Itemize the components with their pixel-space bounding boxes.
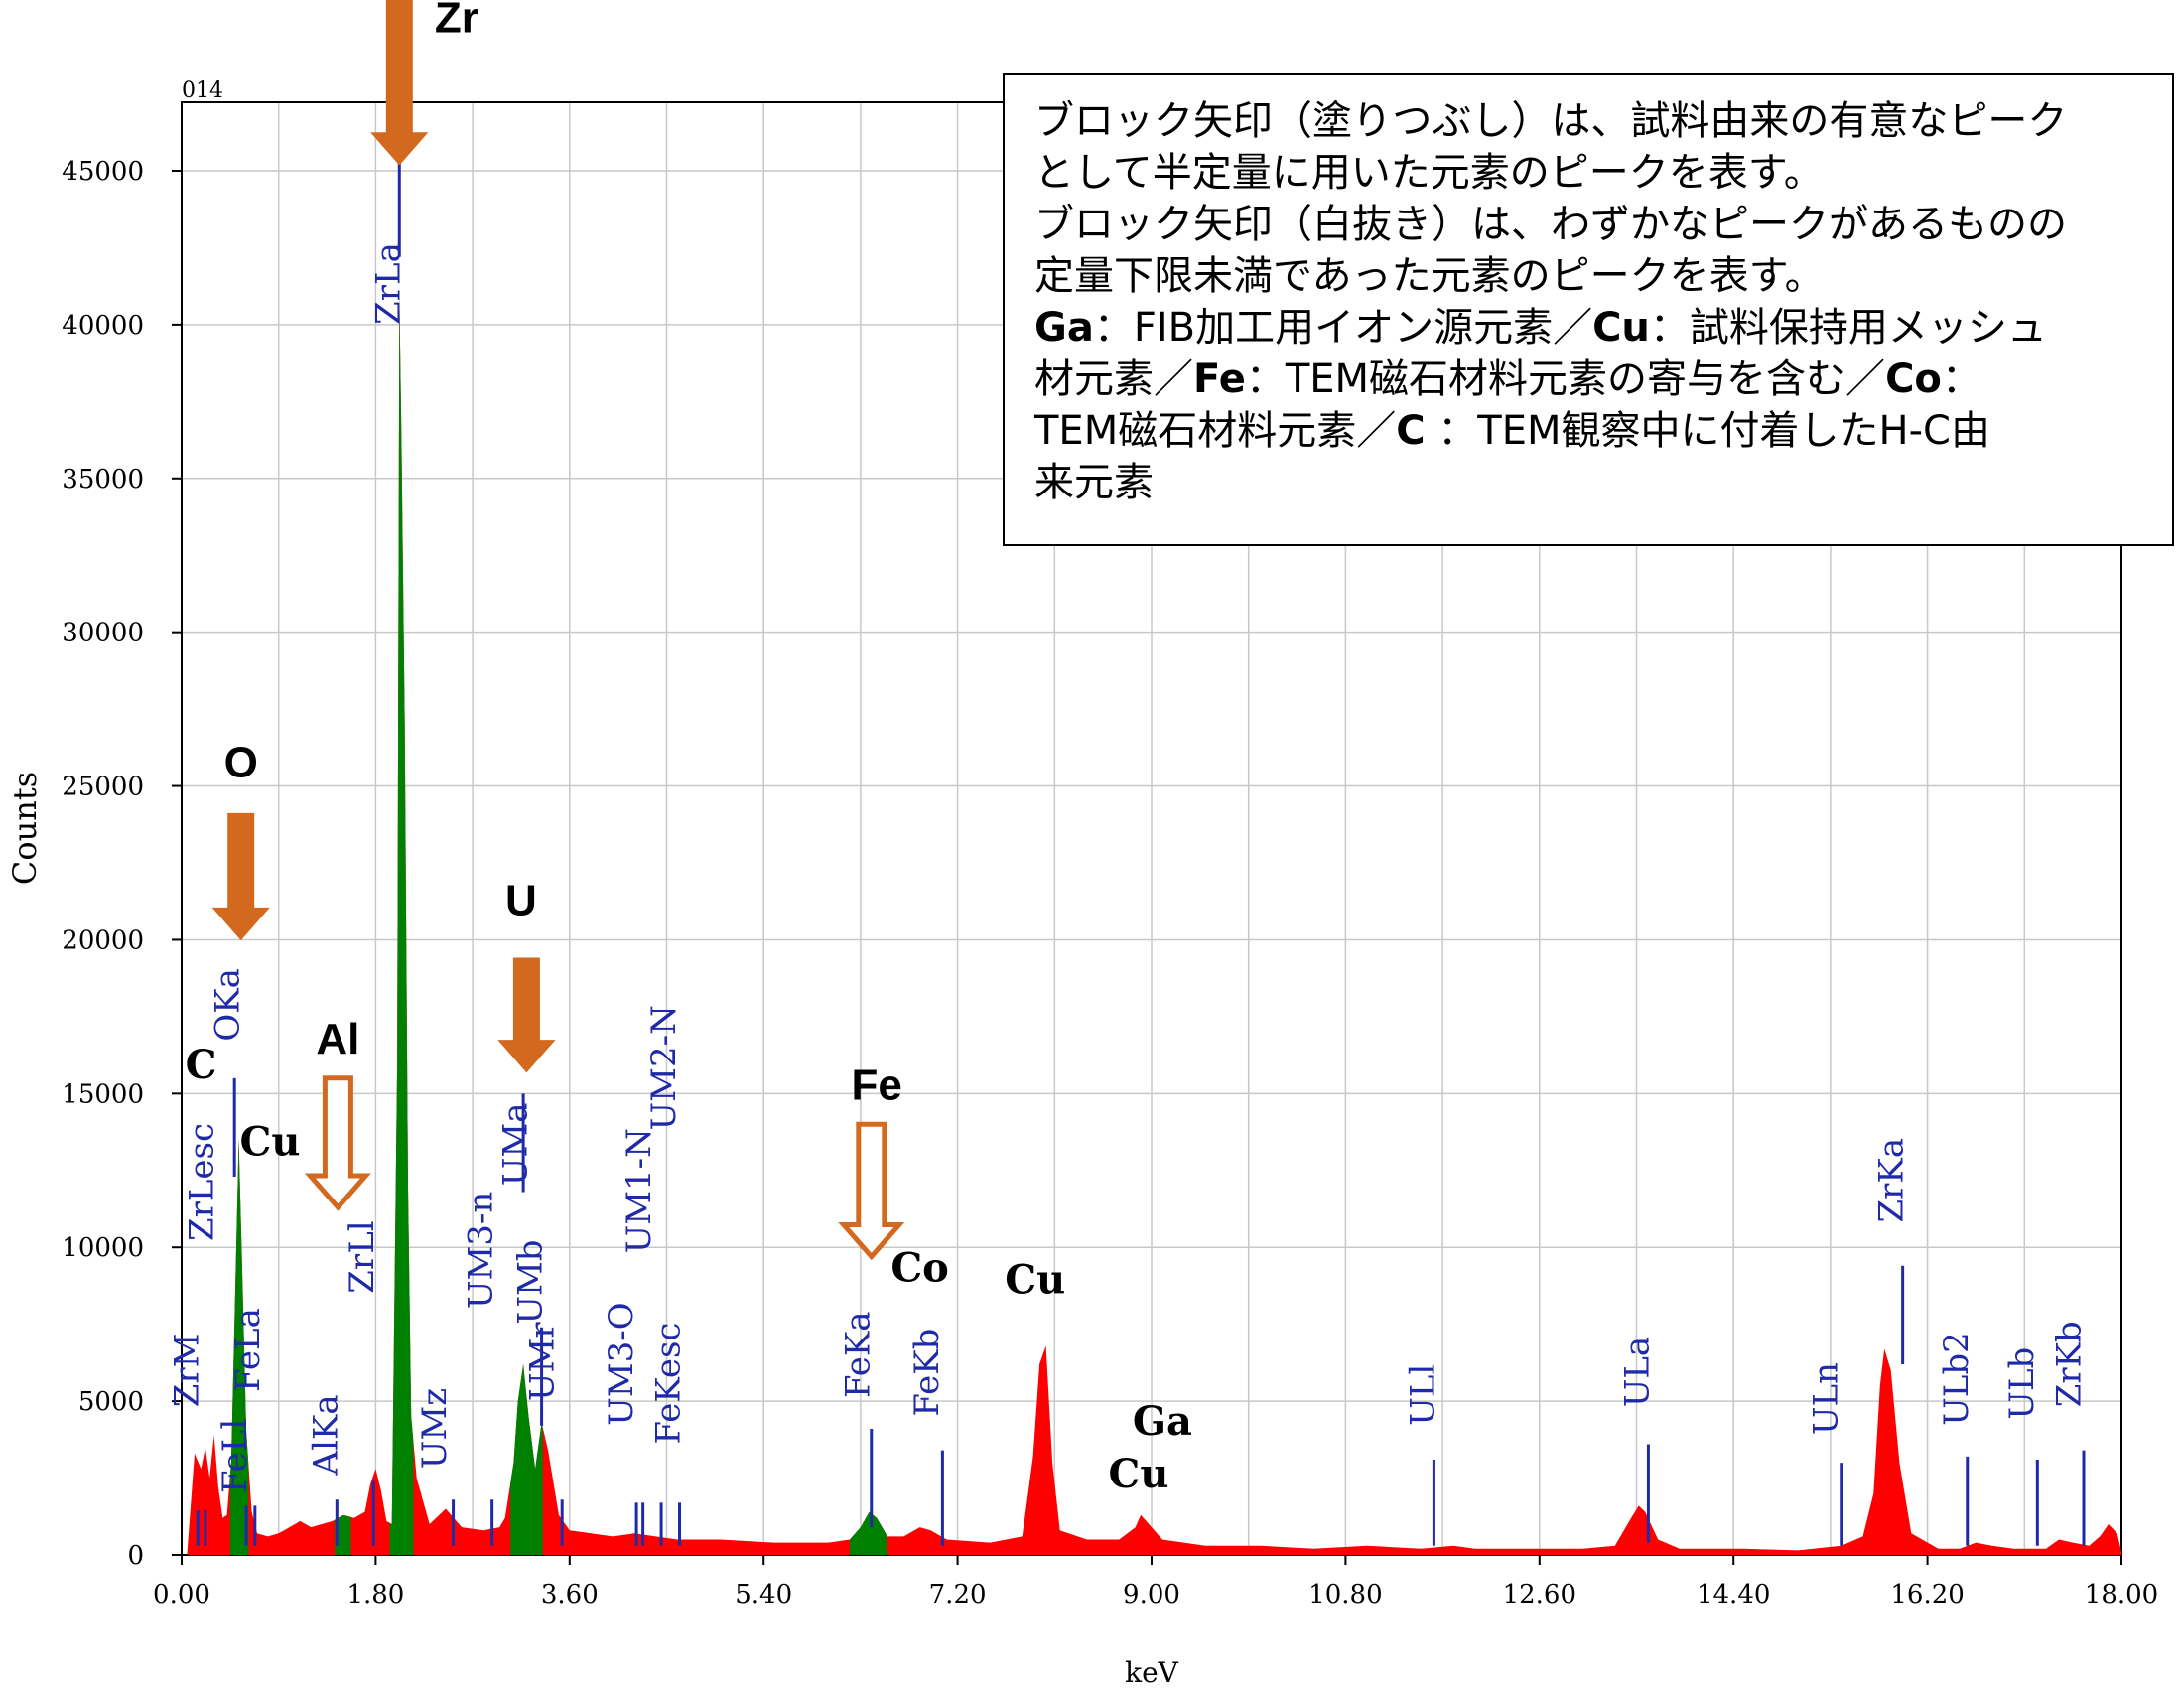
legend-line-5: Ga：FIB加工用イオン源元素／Cu：試料保持用メッシュ <box>1034 305 2047 351</box>
spectrum-line-label: ULn <box>1806 1362 1845 1435</box>
spectrum-line-label: ULb2 <box>1937 1332 1977 1426</box>
element-arrows <box>211 0 905 1261</box>
spectrum-highlight <box>229 1139 249 1555</box>
spectrum-line-label: UMa <box>495 1103 535 1187</box>
spectrum-line-label: UMb <box>511 1239 551 1324</box>
spectrum-highlight <box>510 1363 543 1555</box>
y-tick-label: 40000 <box>62 311 144 341</box>
element-label: Fe <box>852 1061 902 1110</box>
fe-symbol: Fe <box>1193 356 1246 402</box>
spectrum-line-label: ZrLl <box>342 1220 382 1293</box>
y-tick-label: 45000 <box>62 157 144 187</box>
spectrum-line-labels: ZrM ZrLesc OKa FeLl FeLa AlKa ZrLl ZrLa UMz UM3-n… <box>167 242 2089 1493</box>
co-symbol: Co <box>1885 356 1942 402</box>
element-labels: Zr O U Al Fe C Cu Co Cu Ga Cu <box>186 0 1192 1497</box>
spectrum-line-label: UMz <box>415 1388 455 1469</box>
spectrum-line-label: ZrM <box>167 1334 206 1408</box>
x-axis-label: keV <box>1125 1656 1179 1689</box>
line-markers <box>196 158 2086 1546</box>
legend-line-4: 定量下限未満であった元素のピークを表す。 <box>1034 253 1825 299</box>
spectrum-line-label: FeKb <box>907 1329 947 1417</box>
element-label: Zr <box>435 0 478 43</box>
legend-line-2: として半定量に用いた元素のピークを表す。 <box>1034 150 1824 196</box>
spectrum-line-label: ZrKa <box>1872 1138 1912 1223</box>
legend-line-7: TEM磁石材料元素／C ：TEM観察中に付着したH-C由 <box>1034 408 1990 454</box>
spectrum-line-label: UM3-O <box>602 1302 641 1425</box>
filled-arrow <box>211 812 270 941</box>
chart-title: 014 <box>182 78 223 103</box>
spectrum-line-label: ZrLa <box>368 242 408 325</box>
spectrum-line-label: ULl <box>1403 1364 1442 1426</box>
x-tick-label: 16.20 <box>1890 1580 1964 1610</box>
legend-line-3: ブロック矢印（白抜き）は、わずかなピークがあるものの <box>1034 202 2067 247</box>
y-tick-label: 25000 <box>62 773 144 802</box>
spectrum-line-label: ZrLesc <box>182 1123 221 1241</box>
x-axis-ticks: 0.00 1.80 3.60 5.40 7.20 9.00 10.80 12.60 14.40 1… <box>153 1555 2158 1610</box>
spectrum-line-label: UM1-N <box>619 1128 659 1253</box>
element-label: Co <box>890 1244 949 1291</box>
y-tick-label: 35000 <box>62 465 144 494</box>
cu-symbol: Cu <box>1592 305 1650 351</box>
spectrum-line-label: FeLl <box>215 1419 255 1493</box>
x-tick-label: 7.20 <box>929 1580 987 1610</box>
legend-line-1: ブロック矢印（塗りつぶし）は、試料由来の有意なピーク <box>1034 98 2068 144</box>
y-tick-label: 20000 <box>62 925 144 955</box>
y-tick-label: 30000 <box>62 619 144 648</box>
y-tick-label: 5000 <box>78 1387 144 1417</box>
y-tick-label: 0 <box>127 1541 144 1571</box>
spectrum-line-label: ULa <box>1617 1337 1657 1408</box>
spectrum-line-label: OKa <box>208 968 248 1042</box>
element-label: U <box>505 877 537 925</box>
spectrum-line-label: UM2-N <box>644 1005 684 1130</box>
legend-line-8: 来元素 <box>1034 460 1154 505</box>
spectrum-highlight <box>389 293 414 1555</box>
spectrum-area <box>187 293 2121 1555</box>
outline-arrow <box>838 1121 905 1261</box>
x-tick-label: 5.40 <box>735 1580 792 1610</box>
ga-symbol: Ga <box>1034 305 1094 351</box>
x-tick-label: 9.00 <box>1123 1580 1180 1610</box>
element-label: Al <box>316 1015 359 1063</box>
element-label: Cu <box>1109 1451 1169 1497</box>
filled-arrow <box>497 957 556 1073</box>
element-label: O <box>224 738 258 786</box>
y-axis-label: Counts <box>6 772 44 885</box>
element-label: C <box>186 1042 217 1088</box>
outline-arrow <box>304 1075 371 1211</box>
element-label: Cu <box>1005 1257 1065 1304</box>
spectrum-line-label: AlKa <box>306 1394 345 1476</box>
spectrum-line-label: FeLa <box>228 1308 268 1392</box>
y-tick-label: 15000 <box>62 1079 144 1109</box>
y-axis-ticks: 0 5000 10000 15000 20000 25000 30000 35000 40000… <box>62 157 182 1571</box>
spectrum-line-label: UMr <box>523 1322 563 1401</box>
x-tick-label: 14.40 <box>1697 1580 1770 1610</box>
spectrum-highlight <box>850 1511 888 1555</box>
x-tick-label: 0.00 <box>153 1580 210 1610</box>
filled-arrow <box>370 0 429 166</box>
legend-line-6: 材元素／Fe：TEM磁石材料元素の寄与を含む／Co： <box>1034 356 1981 402</box>
x-tick-label: 10.80 <box>1308 1580 1382 1610</box>
spectrum-highlight <box>335 1514 351 1555</box>
spectrum-line-label: FeKa <box>839 1311 879 1398</box>
spectrum-line-label: UM3-n <box>462 1192 501 1310</box>
x-tick-label: 12.60 <box>1503 1580 1576 1610</box>
c-symbol: C <box>1396 408 1426 454</box>
element-label: Ga <box>1133 1398 1192 1445</box>
spectrum-line-label: ZrKb <box>2050 1321 2090 1407</box>
x-tick-label: 18.00 <box>2085 1580 2158 1610</box>
x-tick-label: 1.80 <box>346 1580 404 1610</box>
x-tick-label: 3.60 <box>541 1580 599 1610</box>
spectrum-line-label: ULb <box>2002 1347 2042 1420</box>
y-tick-label: 10000 <box>62 1233 144 1263</box>
spectrum-line-label: FeKesc <box>649 1323 689 1445</box>
legend-note: ブロック矢印（塗りつぶし）は、試料由来の有意なピーク として半定量に用いた元素の… <box>1003 73 2174 546</box>
element-label: Cu <box>240 1118 301 1165</box>
